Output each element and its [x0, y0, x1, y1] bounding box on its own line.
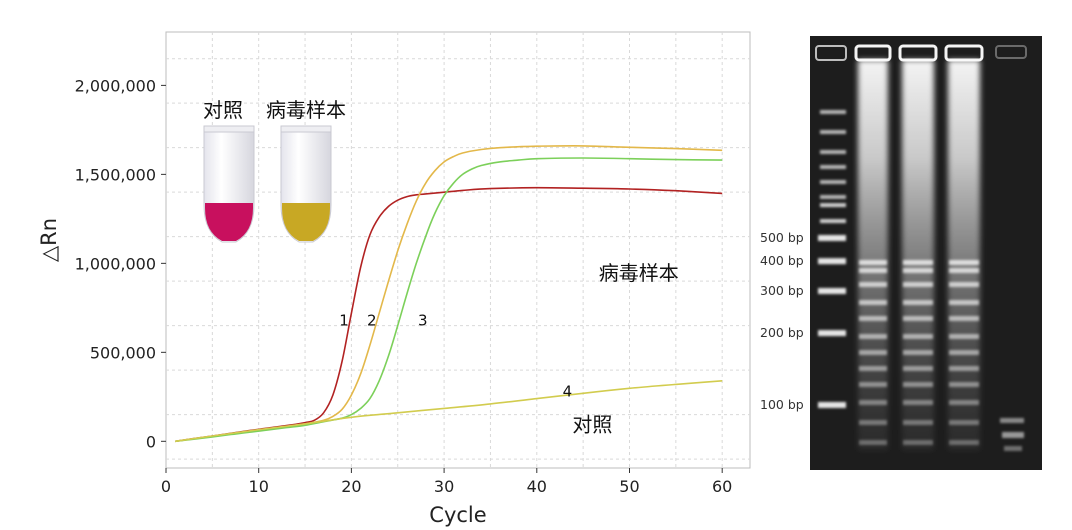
ladder-label: 500 bp: [760, 230, 804, 245]
x-tick-label: 30: [434, 477, 454, 496]
ladder-band: [818, 235, 846, 241]
sample-band: [903, 268, 933, 273]
sample-band: [859, 268, 887, 273]
sample-band: [903, 316, 933, 321]
amplification-plot: 0 10 20 30 40 50 60 0 500,000 1,000,000 1,500,000 2…: [37, 31, 751, 527]
sample-band: [903, 300, 933, 305]
x-tick-label: 20: [341, 477, 361, 496]
curve-number-label: 2: [367, 311, 377, 329]
y-tick-label: 1,500,000: [75, 165, 156, 184]
sample-band: [949, 382, 979, 387]
sample-band: [949, 400, 979, 405]
x-tick-label: 10: [249, 477, 269, 496]
sample-band: [903, 334, 933, 339]
sample-band: [859, 300, 887, 305]
ladder-band: [820, 165, 846, 169]
gel-electrophoresis-image: 500 bp 400 bp 300 bp 200 bp 100 bp: [760, 36, 1042, 470]
ladder-band: [818, 330, 846, 337]
series: [175, 145, 723, 443]
sample-band: [903, 400, 933, 405]
y-tick-label: 1,000,000: [75, 254, 156, 273]
dna-ladder: [818, 110, 846, 408]
axes: 0 10 20 30 40 50 60 0 500,000 1,000,000 1,500,000 2…: [75, 76, 733, 496]
sample-band: [949, 282, 979, 287]
tube-control: [203, 125, 255, 243]
grid: [166, 32, 750, 468]
ladder-band: [818, 258, 846, 265]
sample-band: [949, 334, 979, 339]
ladder-label: 400 bp: [760, 253, 804, 268]
sample-band: [903, 440, 933, 445]
ladder-band: [820, 180, 846, 184]
annotation-control: 对照: [572, 413, 612, 437]
tube-virus: [280, 125, 332, 243]
ladder-labels: 500 bp 400 bp 300 bp 200 bp 100 bp: [760, 230, 804, 412]
sample-band: [949, 260, 979, 265]
gel-lane-3: [948, 60, 980, 450]
sample-band: [949, 440, 979, 445]
ladder-label: 300 bp: [760, 283, 804, 298]
sample-band: [903, 382, 933, 387]
sample-band: [903, 350, 933, 355]
sample-band: [859, 400, 887, 405]
gel-sample-lanes: [858, 60, 980, 450]
sample-band: [903, 366, 933, 371]
sample-band: [903, 260, 933, 265]
series-line-4: [175, 380, 723, 443]
ladder-band: [820, 203, 846, 208]
sample-band: [949, 300, 979, 305]
y-axis-title: △Rn: [37, 218, 61, 262]
x-tick-label: 50: [619, 477, 639, 496]
ladder-label: 200 bp: [760, 325, 804, 340]
sample-band: [949, 420, 979, 425]
sample-band: [949, 268, 979, 273]
x-axis-title: Cycle: [429, 503, 486, 527]
tube-label-control: 对照: [203, 98, 243, 122]
tube-liquid-pink: [205, 203, 253, 241]
ladder-band: [820, 195, 846, 199]
sample-band: [859, 382, 887, 387]
ladder-label: 100 bp: [760, 397, 804, 412]
sample-band: [859, 334, 887, 339]
sample-band: [949, 316, 979, 321]
y-tick-label: 0: [146, 432, 156, 451]
gel-lane-1: [858, 60, 888, 450]
ladder-band: [820, 219, 846, 224]
series-line-3: [175, 157, 723, 443]
curve-labels: 1 2 3 4: [339, 311, 572, 400]
ladder-band: [818, 402, 846, 408]
sample-band: [903, 282, 933, 287]
curve-number-label: 1: [339, 311, 349, 329]
gel-lane-4: [1000, 418, 1024, 451]
tube-liquid-yellow: [282, 203, 330, 241]
sample-band: [859, 282, 887, 287]
x-tick-label: 40: [527, 477, 547, 496]
sample-band: [903, 420, 933, 425]
ladder-band: [820, 150, 846, 154]
sample-band: [859, 260, 887, 265]
sample-band: [859, 316, 887, 321]
sample-band: [859, 420, 887, 425]
tube-label-virus: 病毒样本: [266, 98, 346, 122]
gel-lane-2: [902, 60, 934, 450]
y-tick-label: 2,000,000: [75, 76, 156, 95]
ladder-band: [818, 288, 846, 295]
sample-band: [859, 440, 887, 445]
tube-inset: 对照 病毒样本: [203, 98, 346, 243]
annotation-virus-sample: 病毒样本: [599, 261, 679, 285]
ladder-band: [820, 110, 846, 114]
sample-band: [949, 366, 979, 371]
curve-number-label: 4: [563, 382, 573, 400]
y-tick-label: 500,000: [90, 343, 156, 362]
sample-band: [859, 366, 887, 371]
curve-number-label: 3: [418, 311, 428, 329]
ladder-band: [820, 130, 846, 134]
plot-frame: [165, 31, 751, 469]
sample-band: [949, 350, 979, 355]
sample-band: [859, 350, 887, 355]
x-tick-label: 0: [161, 477, 171, 496]
x-tick-label: 60: [712, 477, 732, 496]
